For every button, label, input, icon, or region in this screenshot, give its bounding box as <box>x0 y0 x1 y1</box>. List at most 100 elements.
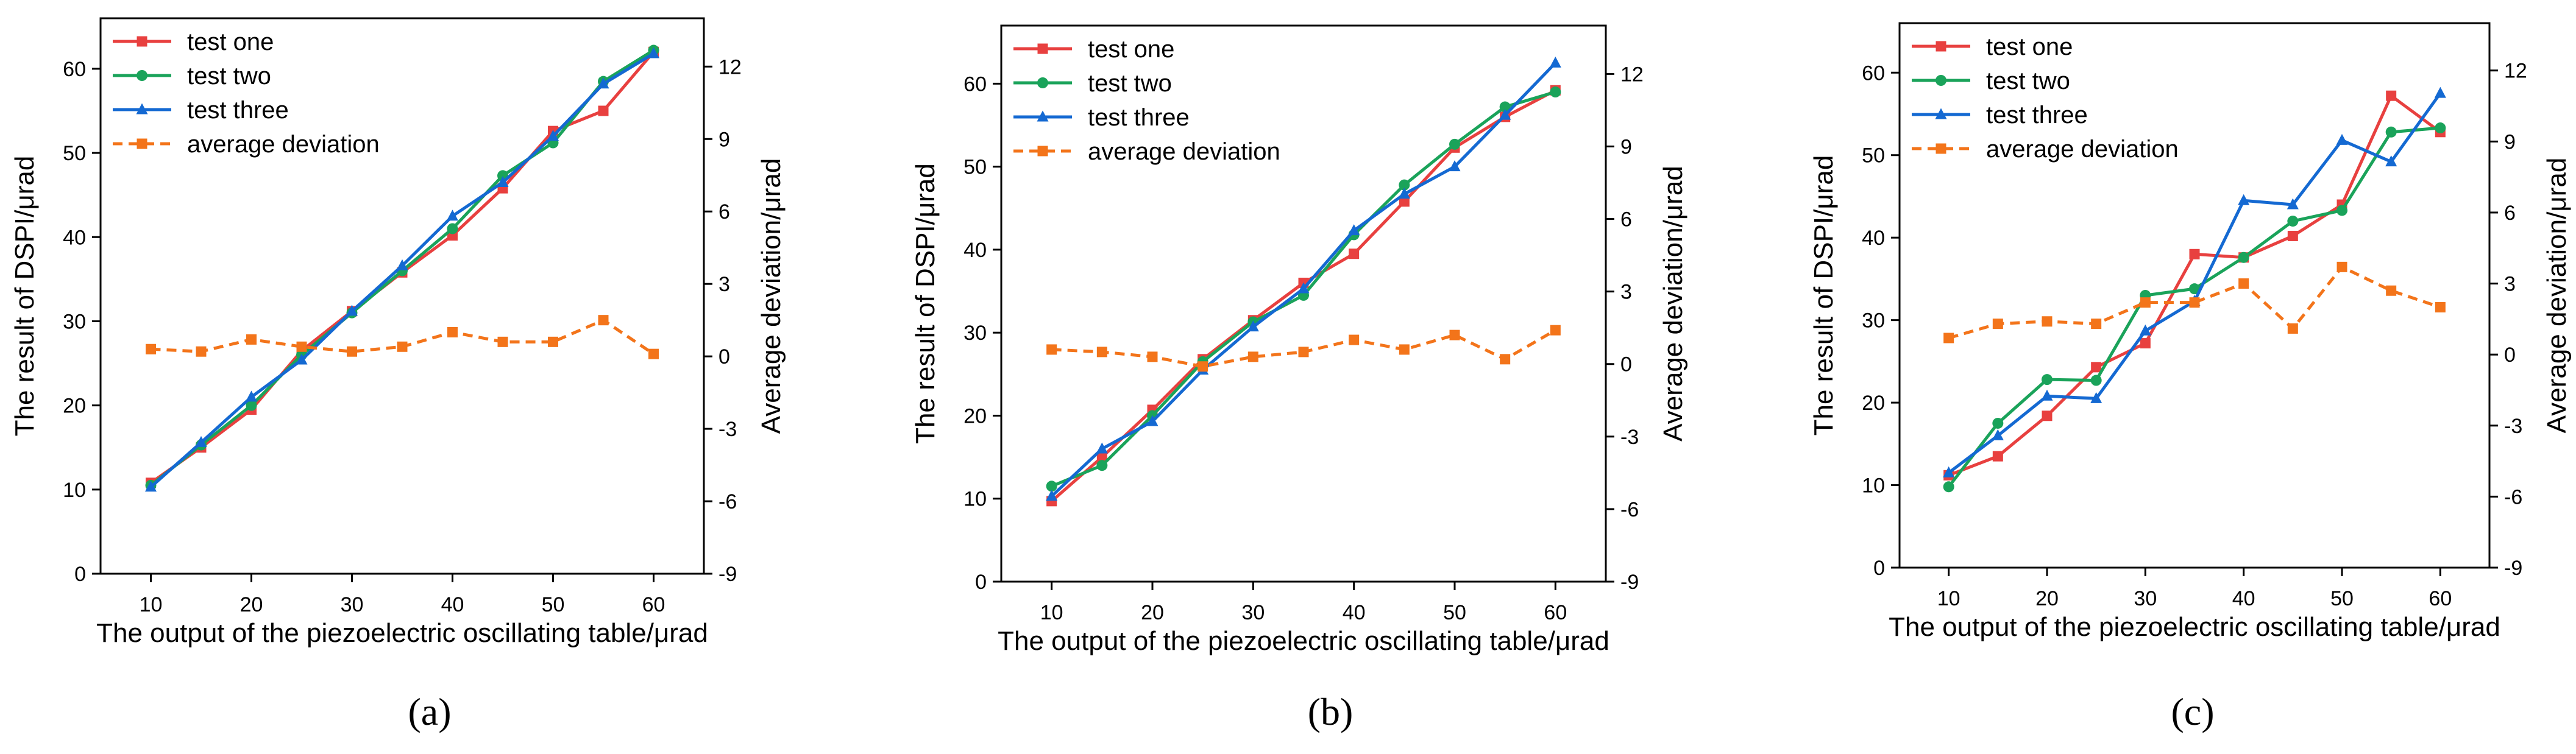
data-point <box>2238 194 2250 205</box>
y-tick-label: 20 <box>63 395 86 418</box>
data-point <box>2434 86 2446 98</box>
y-tick-label: 50 <box>1862 144 1885 167</box>
data-point <box>2385 126 2397 138</box>
data-point <box>347 346 357 357</box>
data-point <box>1398 188 1410 199</box>
data-point <box>145 481 157 492</box>
y2-tick-label: -9 <box>719 563 737 586</box>
data-point <box>648 47 659 58</box>
data-point <box>1349 334 1360 345</box>
data-point <box>2336 133 2348 145</box>
data-point <box>1046 490 1058 501</box>
y2-tick-label: -3 <box>719 418 737 441</box>
y-tick-label: 40 <box>963 239 987 262</box>
data-point <box>2435 301 2446 312</box>
x-tick-label: 30 <box>2134 587 2157 610</box>
y2-tick-label: 0 <box>2504 344 2516 367</box>
y-axis-title: The result of DSPI/μrad <box>1809 155 1839 436</box>
data-point <box>1198 361 1208 372</box>
data-point <box>2385 155 2397 167</box>
legend-label: test three <box>1986 102 2088 129</box>
legend-label: average deviation <box>1088 138 1280 165</box>
data-point <box>2091 319 2102 329</box>
data-point <box>2090 392 2102 403</box>
legend: test one test two test three average deviat… <box>1013 36 1280 165</box>
panel-label: (c) <box>2171 690 2214 733</box>
data-point <box>597 77 609 89</box>
y-tick-label: 60 <box>963 72 987 96</box>
data-point <box>1449 329 1460 340</box>
data-point <box>447 223 458 234</box>
data-point <box>2287 323 2298 334</box>
series-test-two <box>1943 122 2446 493</box>
data-point <box>296 353 308 365</box>
y-tick-label: 40 <box>63 226 86 249</box>
data-point <box>2140 297 2151 308</box>
data-point <box>648 348 659 359</box>
x-tick-label: 10 <box>1040 601 1063 624</box>
data-point <box>1046 344 1057 355</box>
data-point <box>1096 452 1107 463</box>
legend-swatch-marker <box>137 36 147 47</box>
y2-tick-label: 3 <box>1620 281 1632 304</box>
data-point <box>146 344 156 354</box>
data-point <box>1992 429 2004 440</box>
legend-label: average deviation <box>1986 136 2179 163</box>
data-point <box>2042 316 2053 327</box>
data-point <box>1449 138 1460 150</box>
plot-frame <box>1000 24 1607 583</box>
y2-axis-title: Average deviation/μrad <box>756 158 786 434</box>
y2-tick-label: 12 <box>1620 63 1644 86</box>
y-axis-title: The result of DSPI/μrad <box>10 156 40 437</box>
series-average-deviation <box>146 315 659 359</box>
y-tick-label: 60 <box>63 58 86 81</box>
y2-tick-label: 3 <box>2504 273 2516 296</box>
y-tick-label: 0 <box>1873 557 1885 580</box>
data-point <box>1943 481 1954 493</box>
data-point <box>1096 460 1108 471</box>
y2-tick-label: 9 <box>1620 135 1632 158</box>
data-point <box>1046 481 1057 492</box>
data-point <box>397 341 408 352</box>
x-axis-title: The output of the piezoelectric oscillat… <box>96 618 708 648</box>
data-point <box>497 175 509 187</box>
data-point <box>1096 347 1107 358</box>
data-point <box>1349 248 1360 259</box>
legend-swatch-marker <box>1935 108 1947 119</box>
data-point <box>2386 90 2397 101</box>
data-point <box>1247 320 1259 332</box>
y-tick-label: 0 <box>975 571 987 594</box>
y-tick-label: 50 <box>963 156 987 179</box>
data-point <box>547 129 559 141</box>
series-test-three <box>1046 56 1561 501</box>
y2-tick-label: 9 <box>2504 130 2516 153</box>
y-tick-label: 50 <box>63 142 86 165</box>
x-tick-label: 10 <box>1937 587 1960 610</box>
data-point <box>2336 261 2347 272</box>
chart-panel-1: 10 20 30 40 50 60 0 10 20 30 40 50 60 -9 -6 -3 0 3 6 9 12 The… <box>10 17 786 733</box>
legend-swatch-marker <box>1936 75 1946 86</box>
y-tick-label: 60 <box>1862 62 1885 85</box>
legend-swatch-marker <box>1936 143 1946 154</box>
chart-panel-2: 10 20 30 40 50 60 0 10 20 30 40 50 60 -9 -6 -3 0 3 6 9 12 The… <box>910 24 1688 733</box>
legend-label: test three <box>1088 104 1190 131</box>
y2-tick-label: -9 <box>1620 571 1639 594</box>
y-axis-title: The result of DSPI/μrad <box>910 163 940 444</box>
data-point <box>2140 338 2151 349</box>
data-point <box>1549 56 1561 68</box>
y2-tick-label: -3 <box>1620 426 1639 449</box>
y2-tick-label: -6 <box>719 490 737 513</box>
data-point <box>2189 248 2200 259</box>
y-tick-label: 10 <box>963 488 987 511</box>
y-tick-label: 30 <box>63 310 86 333</box>
legend-label: test three <box>187 97 289 124</box>
legend-swatch-marker <box>137 70 147 81</box>
data-point <box>2238 252 2249 263</box>
data-point <box>2189 283 2200 295</box>
x-tick-label: 50 <box>1443 601 1466 624</box>
series-line <box>1948 265 2441 340</box>
data-point <box>2435 122 2446 134</box>
data-point <box>246 334 257 345</box>
data-point <box>396 259 408 270</box>
data-point <box>1449 160 1461 172</box>
